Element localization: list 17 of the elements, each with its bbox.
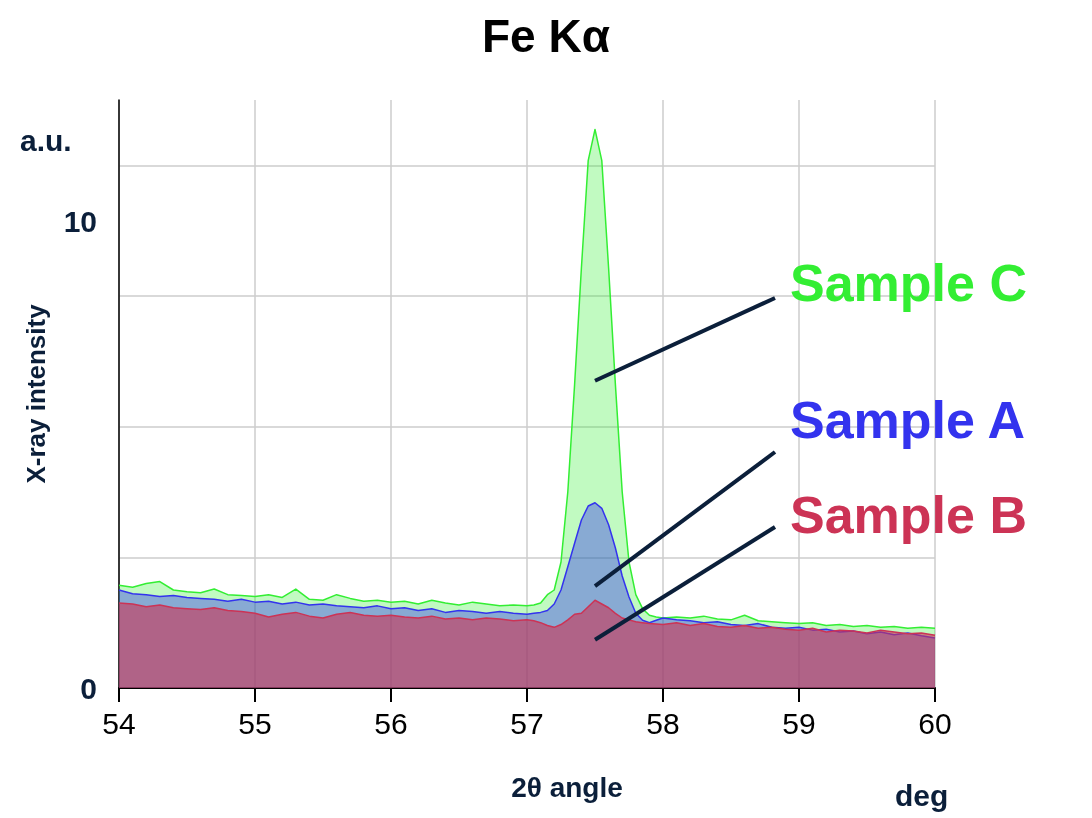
x-tick-label: 59 — [782, 706, 816, 740]
x-tick-label: 57 — [510, 706, 544, 740]
x-tick-label: 60 — [918, 706, 952, 740]
x-axis-title: 2θ angle — [511, 771, 623, 803]
x-tick-label: 58 — [646, 706, 680, 740]
text: Sample A — [790, 390, 1026, 451]
x-tick-label: 55 — [238, 706, 272, 740]
x-tick-label: 56 — [374, 706, 408, 740]
series-label: Sample B — [790, 485, 1027, 546]
text: deg — [895, 778, 949, 812]
text: a.u. — [20, 123, 72, 157]
chart-title: Fe Kα — [482, 10, 610, 62]
x-tick-label: 54 — [102, 706, 136, 740]
y-tick-label: 0 — [80, 671, 97, 705]
y-axis-title: X-ray intensity — [21, 303, 51, 484]
y-tick-label: 10 — [63, 204, 97, 238]
text: Sample C — [790, 253, 1027, 314]
